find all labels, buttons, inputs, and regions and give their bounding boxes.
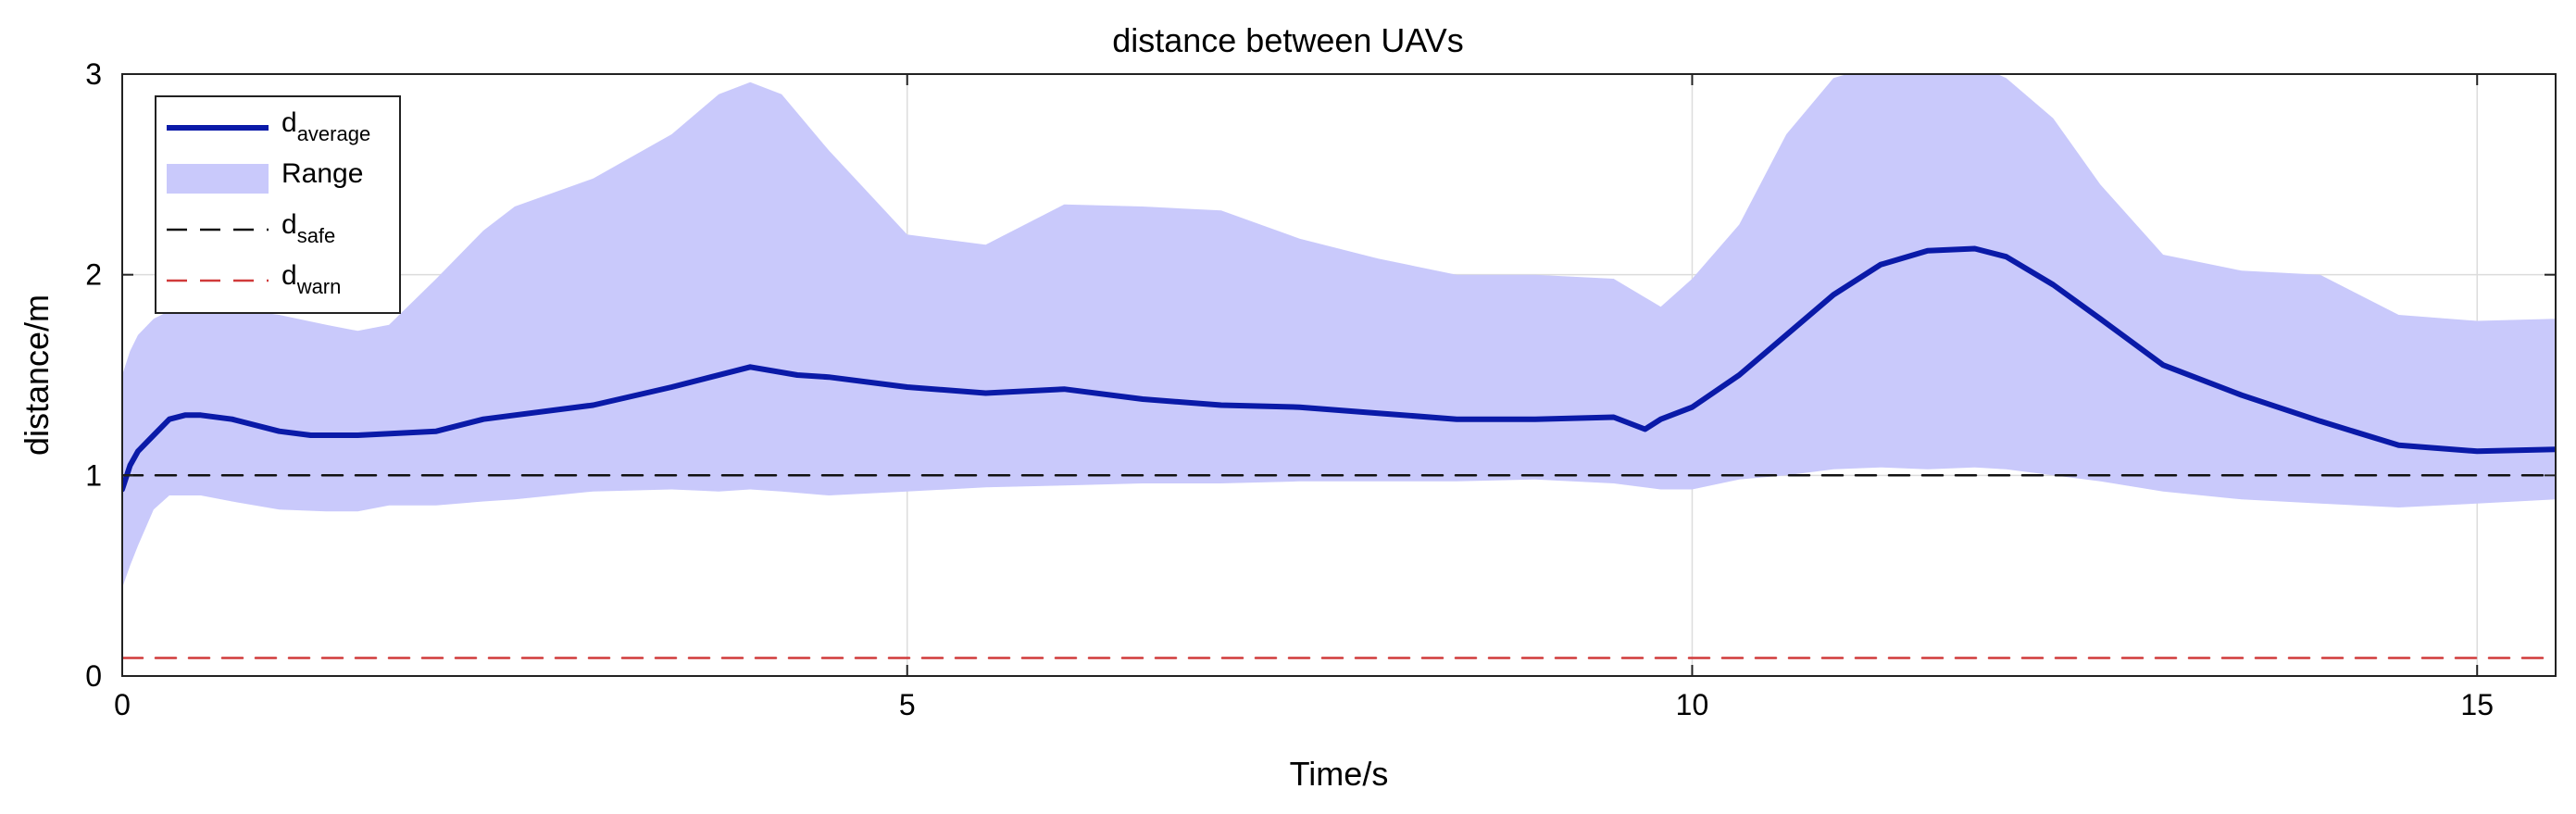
y-tick-label: 1 (85, 458, 102, 492)
y-axis-label: distance/m (18, 294, 56, 456)
y-tick-label: 3 (85, 57, 102, 91)
x-tick-label: 0 (114, 688, 131, 721)
series-line-d-average (122, 245, 2556, 493)
ticks: 0 5 10 15 0 1 2 3 (85, 57, 2556, 721)
x-axis-label: Time/s (1290, 755, 1389, 793)
series-lines (122, 245, 2556, 659)
y-tick-label: 0 (85, 659, 102, 693)
y-tick-label: 2 (85, 258, 102, 292)
legend-label: Range (281, 158, 363, 189)
range-band-area (122, 74, 2556, 588)
chart-title: distance between UAVs (1112, 21, 1464, 59)
x-tick-label: 5 (899, 688, 916, 721)
range-band (122, 74, 2556, 588)
x-tick-label: 15 (2460, 688, 2494, 721)
legend-label: daverage (281, 107, 370, 145)
legend-box (155, 95, 401, 314)
plot-frame (121, 73, 2557, 677)
x-tick-label: 10 (1676, 688, 1709, 721)
legend-swatch-range (167, 164, 269, 194)
